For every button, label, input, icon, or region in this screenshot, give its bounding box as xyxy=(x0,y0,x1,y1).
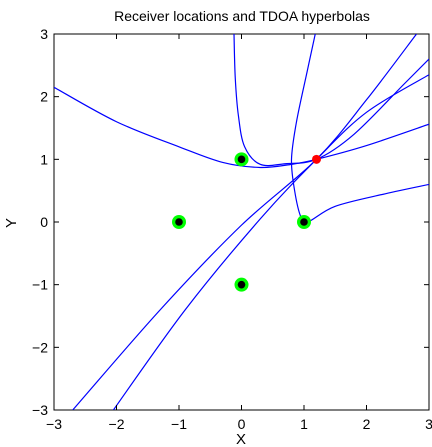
x-tick-label: 0 xyxy=(238,416,246,432)
hyperbola-3 xyxy=(290,34,429,224)
y-tick-label: 2 xyxy=(40,89,48,105)
receiver-3-center xyxy=(300,218,308,226)
location-markers xyxy=(172,152,321,292)
receiver-1-center xyxy=(237,155,246,164)
y-tick-label: 1 xyxy=(40,151,48,167)
receiver-2-center xyxy=(175,218,183,226)
hyperbola-4 xyxy=(72,34,417,410)
x-tick-label: −1 xyxy=(171,416,187,432)
axis-ticks: −3 −2 −1 0 1 2 3 −3 −2 −1 0 1 2 3 xyxy=(32,26,432,432)
chart-title: Receiver locations and TDOA hyperbolas xyxy=(114,8,370,24)
y-tick-label: −3 xyxy=(32,402,48,418)
plot-area-frame xyxy=(53,33,430,411)
y-tick-label: 0 xyxy=(40,214,48,230)
hyperbola-curves xyxy=(54,34,429,410)
x-tick-label: −2 xyxy=(109,416,125,432)
y-tick-label: 3 xyxy=(40,26,48,42)
y-tick-label: −2 xyxy=(32,339,48,355)
x-tick-label: −3 xyxy=(46,416,62,432)
hyperbola-1 xyxy=(54,86,429,169)
x-tick-label: 2 xyxy=(363,416,371,432)
y-axis-label: Y xyxy=(3,218,20,228)
y-tick-label: −1 xyxy=(32,277,48,293)
x-tick-label: 1 xyxy=(300,416,308,432)
x-axis-label: X xyxy=(236,431,246,447)
receiver-4-center xyxy=(237,280,246,289)
emitter-marker xyxy=(312,154,321,164)
x-tick-label: 3 xyxy=(425,416,432,432)
hyperbola-2 xyxy=(233,34,429,167)
hyperbola-5 xyxy=(112,74,429,410)
